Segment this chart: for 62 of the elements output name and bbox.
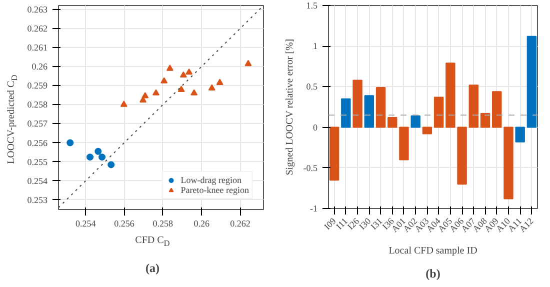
point <box>98 154 106 161</box>
x-axis-title: CFD C$_{D}$ <box>135 234 170 250</box>
y-tick-label: 1 <box>313 41 318 52</box>
y-tick-label: 0.253 <box>27 194 48 205</box>
bar <box>329 126 340 181</box>
y-tick-label: 0.258 <box>27 100 48 110</box>
y-tick-label: 0.259 <box>27 80 48 91</box>
x-tick-label: 0.26 <box>194 218 210 228</box>
y-tick-label: 0.263 <box>27 4 48 14</box>
bar <box>388 117 398 128</box>
point <box>166 64 174 71</box>
y-tick-label: 0.261 <box>27 42 48 52</box>
y-tick-label: 0.257 <box>27 118 48 129</box>
point <box>86 154 94 161</box>
legend-label: Low-drag region <box>180 175 242 185</box>
y-tick-label: 0.256 <box>27 138 48 148</box>
y-tick-label: -0.5 <box>303 162 318 173</box>
y-tick-label: 0.255 <box>27 156 48 167</box>
x-axis-title: Local CFD sample ID <box>388 246 478 257</box>
y-tick-label: -1 <box>310 204 318 214</box>
y-tick-label: 0.26 <box>32 62 48 72</box>
point <box>178 86 185 92</box>
point <box>94 148 102 155</box>
point <box>66 139 74 146</box>
point <box>208 84 216 90</box>
text: (a) <box>146 260 160 277</box>
bar <box>399 126 409 160</box>
bar <box>480 112 490 128</box>
bar <box>434 96 444 128</box>
text: (b) <box>426 266 440 280</box>
point <box>160 77 168 84</box>
y-axis-title: Signed LOOCV relative error [%] <box>284 38 296 176</box>
y-tick-label: 0 <box>313 122 318 132</box>
bar <box>468 84 478 128</box>
bar <box>492 91 502 128</box>
point <box>244 60 252 66</box>
bar <box>410 115 420 128</box>
point <box>152 89 160 96</box>
bar <box>364 95 374 128</box>
bar <box>341 98 351 128</box>
bar <box>422 126 432 134</box>
x-tick-label: 0.256 <box>114 218 135 228</box>
bar <box>504 126 514 200</box>
point <box>216 78 224 85</box>
point <box>108 161 115 168</box>
y-tick-label: 0.5 <box>306 82 318 92</box>
point <box>142 92 149 98</box>
x-tick-label: 0.258 <box>152 218 174 228</box>
point <box>186 68 193 75</box>
x-tick-label: 0.262 <box>230 218 250 228</box>
bar <box>515 126 525 142</box>
legend-label: Pareto-knee region <box>180 185 249 195</box>
x-tick-label: 0.254 <box>75 218 96 228</box>
bar <box>376 87 386 128</box>
point <box>190 89 198 96</box>
bar <box>352 80 362 128</box>
y-tick-label: 0.262 <box>27 23 48 34</box>
point <box>180 71 187 78</box>
point <box>120 100 128 107</box>
y-tick-label: 0.254 <box>27 176 48 186</box>
bar <box>526 36 537 128</box>
y-tick-label: 1.5 <box>306 0 318 10</box>
